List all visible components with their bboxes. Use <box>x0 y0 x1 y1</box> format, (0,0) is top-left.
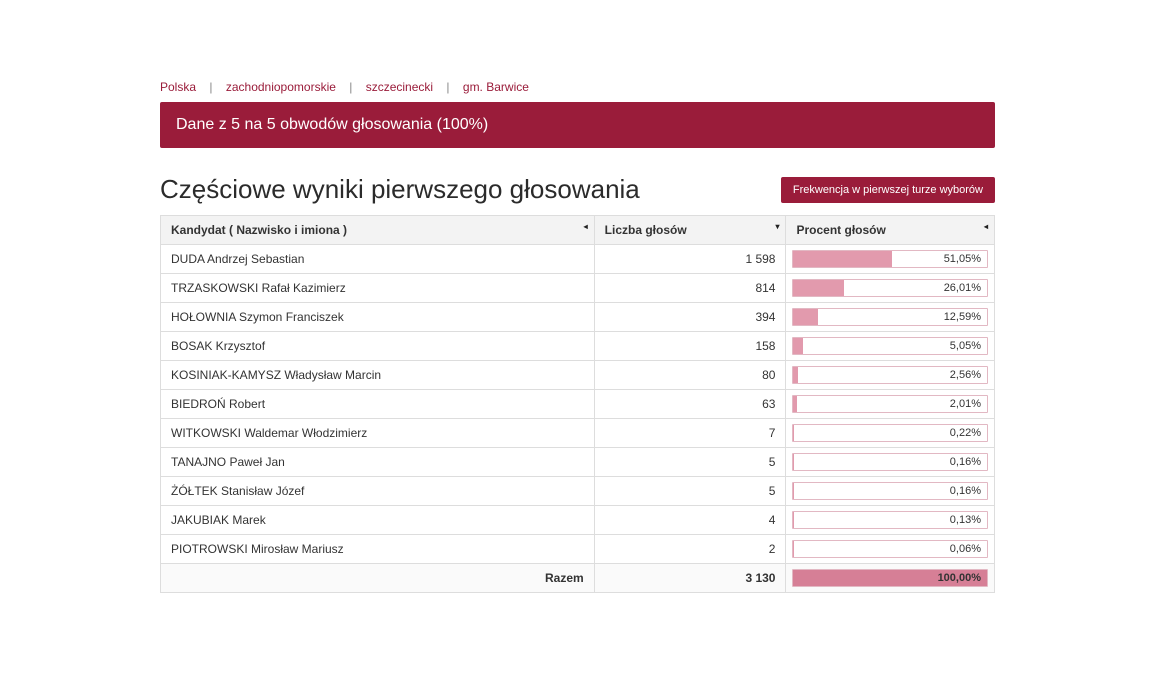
breadcrumb-link[interactable]: Polska <box>160 80 196 94</box>
percent-bar: 0,22% <box>792 424 988 442</box>
cell-candidate: PIOTROWSKI Mirosław Mariusz <box>161 535 595 564</box>
cell-votes: 2 <box>594 535 786 564</box>
cell-total-votes: 3 130 <box>594 564 786 593</box>
cell-votes: 158 <box>594 332 786 361</box>
cell-total-percent: 100,00% <box>786 564 995 593</box>
percent-bar: 0,06% <box>792 540 988 558</box>
percent-bar-label: 0,16% <box>950 454 981 470</box>
cell-candidate: ŻÓŁTEK Stanisław Józef <box>161 477 595 506</box>
column-header-candidate[interactable]: Kandydat ( Nazwisko i imiona ) ◂ <box>161 216 595 245</box>
cell-votes: 63 <box>594 390 786 419</box>
cell-votes: 1 598 <box>594 245 786 274</box>
table-row-total: Razem3 130 100,00% <box>161 564 995 593</box>
percent-bar: 12,59% <box>792 308 988 326</box>
percent-bar-label: 0,13% <box>950 512 981 528</box>
cell-percent: 0,16% <box>786 477 995 506</box>
table-row: HOŁOWNIA Szymon Franciszek394 12,59% <box>161 303 995 332</box>
percent-bar-fill <box>793 338 803 354</box>
results-table: Kandydat ( Nazwisko i imiona ) ◂ Liczba … <box>160 215 995 593</box>
percent-bar: 0,16% <box>792 482 988 500</box>
sort-indicator-icon: ▾ <box>775 222 779 231</box>
cell-percent: 0,06% <box>786 535 995 564</box>
breadcrumb-link[interactable]: gm. Barwice <box>463 80 529 94</box>
percent-bar-label: 26,01% <box>944 280 981 296</box>
cell-votes: 5 <box>594 448 786 477</box>
cell-candidate: BIEDROŃ Robert <box>161 390 595 419</box>
percent-bar-label: 12,59% <box>944 309 981 325</box>
column-header-label: Liczba głosów <box>605 223 687 237</box>
table-row: DUDA Andrzej Sebastian1 598 51,05% <box>161 245 995 274</box>
percent-bar-fill <box>793 280 843 296</box>
table-row: ŻÓŁTEK Stanisław Józef5 0,16% <box>161 477 995 506</box>
percent-bar-label: 0,06% <box>950 541 981 557</box>
cell-votes: 5 <box>594 477 786 506</box>
percent-bar-fill <box>793 367 798 383</box>
cell-candidate: BOSAK Krzysztof <box>161 332 595 361</box>
table-row: TANAJNO Paweł Jan5 0,16% <box>161 448 995 477</box>
percent-bar-fill <box>793 396 797 412</box>
cell-percent: 5,05% <box>786 332 995 361</box>
percent-bar-fill <box>793 251 892 267</box>
table-row: KOSINIAK-KAMYSZ Władysław Marcin80 2,56% <box>161 361 995 390</box>
percent-bar: 26,01% <box>792 279 988 297</box>
cell-candidate: DUDA Andrzej Sebastian <box>161 245 595 274</box>
cell-percent: 2,01% <box>786 390 995 419</box>
percent-bar: 0,16% <box>792 453 988 471</box>
table-row: BIEDROŃ Robert63 2,01% <box>161 390 995 419</box>
breadcrumb-separator: | <box>446 80 449 94</box>
table-row: TRZASKOWSKI Rafał Kazimierz814 26,01% <box>161 274 995 303</box>
data-coverage-banner: Dane z 5 na 5 obwodów głosowania (100%) <box>160 102 995 148</box>
percent-bar-label: 100,00% <box>938 570 981 586</box>
cell-candidate: JAKUBIAK Marek <box>161 506 595 535</box>
cell-votes: 394 <box>594 303 786 332</box>
percent-bar-label: 2,01% <box>950 396 981 412</box>
column-header-label: Kandydat ( Nazwisko i imiona ) <box>171 223 347 237</box>
frequency-button[interactable]: Frekwencja w pierwszej turze wyborów <box>781 177 995 203</box>
page-heading: Częściowe wyniki pierwszego głosowania <box>160 174 640 205</box>
cell-votes: 7 <box>594 419 786 448</box>
column-header-percent[interactable]: Procent głosów ◂ <box>786 216 995 245</box>
percent-bar-fill <box>793 309 817 325</box>
breadcrumb-separator: | <box>209 80 212 94</box>
cell-percent: 0,16% <box>786 448 995 477</box>
cell-candidate: TRZASKOWSKI Rafał Kazimierz <box>161 274 595 303</box>
percent-bar: 5,05% <box>792 337 988 355</box>
cell-votes: 814 <box>594 274 786 303</box>
percent-bar: 0,13% <box>792 511 988 529</box>
table-row: JAKUBIAK Marek4 0,13% <box>161 506 995 535</box>
cell-percent: 12,59% <box>786 303 995 332</box>
percent-bar-label: 0,16% <box>950 483 981 499</box>
percent-bar-label: 51,05% <box>944 251 981 267</box>
percent-bar-label: 2,56% <box>950 367 981 383</box>
percent-bar: 2,56% <box>792 366 988 384</box>
breadcrumb-link[interactable]: zachodniopomorskie <box>226 80 336 94</box>
cell-candidate: TANAJNO Paweł Jan <box>161 448 595 477</box>
breadcrumb-separator: | <box>349 80 352 94</box>
table-row: BOSAK Krzysztof158 5,05% <box>161 332 995 361</box>
percent-bar: 51,05% <box>792 250 988 268</box>
column-header-label: Procent głosów <box>796 223 885 237</box>
cell-candidate: HOŁOWNIA Szymon Franciszek <box>161 303 595 332</box>
cell-total-label: Razem <box>161 564 595 593</box>
cell-percent: 26,01% <box>786 274 995 303</box>
percent-bar-label: 0,22% <box>950 425 981 441</box>
cell-candidate: KOSINIAK-KAMYSZ Władysław Marcin <box>161 361 595 390</box>
cell-votes: 4 <box>594 506 786 535</box>
column-header-votes[interactable]: Liczba głosów ▾ <box>594 216 786 245</box>
cell-percent: 2,56% <box>786 361 995 390</box>
table-row: WITKOWSKI Waldemar Włodzimierz7 0,22% <box>161 419 995 448</box>
sort-indicator-icon: ◂ <box>584 222 588 231</box>
sort-indicator-icon: ◂ <box>984 222 988 231</box>
percent-bar: 2,01% <box>792 395 988 413</box>
cell-votes: 80 <box>594 361 786 390</box>
table-row: PIOTROWSKI Mirosław Mariusz2 0,06% <box>161 535 995 564</box>
cell-percent: 51,05% <box>786 245 995 274</box>
cell-percent: 0,22% <box>786 419 995 448</box>
breadcrumb: Polska | zachodniopomorskie | szczecinec… <box>160 80 995 94</box>
breadcrumb-link[interactable]: szczecinecki <box>366 80 433 94</box>
cell-candidate: WITKOWSKI Waldemar Włodzimierz <box>161 419 595 448</box>
cell-percent: 0,13% <box>786 506 995 535</box>
percent-bar-label: 5,05% <box>950 338 981 354</box>
percent-bar: 100,00% <box>792 569 988 587</box>
